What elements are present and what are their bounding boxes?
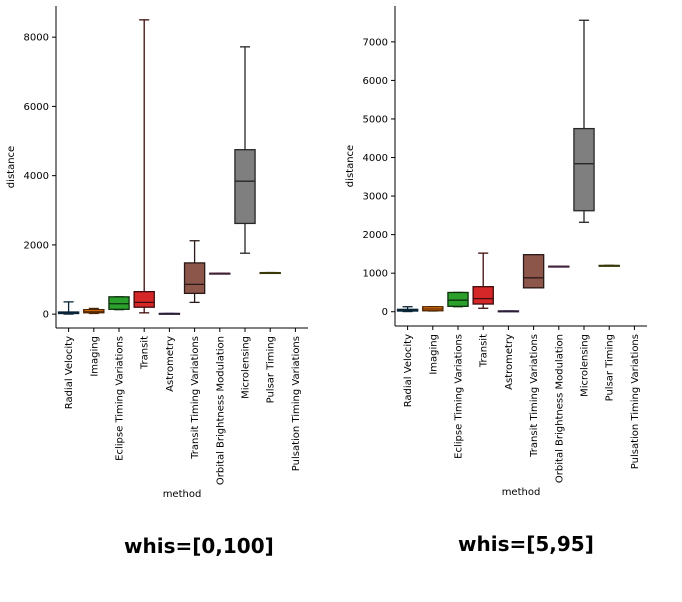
x-tick-label: Microlensing xyxy=(241,336,252,399)
box xyxy=(108,296,130,310)
x-tick-label: Astrometry xyxy=(504,334,515,390)
x-tick-label: Imaging xyxy=(89,336,100,377)
caption-left: whis=[0,100] xyxy=(124,534,274,558)
x-tick-label: Eclipse Timing Variations xyxy=(115,336,126,461)
y-tick-label: 6000 xyxy=(363,76,388,87)
box xyxy=(573,127,595,212)
y-axis-label: distance xyxy=(6,146,17,188)
box xyxy=(447,291,469,307)
y-tick-label: 1000 xyxy=(363,269,388,280)
y-tick-label: 4000 xyxy=(363,153,388,164)
x-tick-label: Eclipse Timing Variations xyxy=(454,334,465,459)
y-tick-label: 8000 xyxy=(24,33,49,44)
x-tick-label: Transit Timing Variations xyxy=(529,334,540,458)
box xyxy=(133,290,155,308)
y-tick-label: 2000 xyxy=(24,240,49,251)
chart-left: 0 2000 4000 6000 8000 distance Radial Velocity… xyxy=(6,6,308,500)
x-tick-label: Microlensing xyxy=(580,334,591,397)
x-tick-label: Pulsar Timing xyxy=(266,336,277,403)
x-tick-label: Astrometry xyxy=(165,336,176,392)
x-tick-label: Pulsation Timing Variations xyxy=(291,336,302,471)
x-tick-label: Pulsar Timing xyxy=(605,334,616,401)
y-tick-label: 2000 xyxy=(363,230,388,241)
y-tick-label: 0 xyxy=(43,310,49,321)
caption-right: whis=[5,95] xyxy=(458,532,594,556)
x-tick-label: Radial Velocity xyxy=(403,334,414,407)
box xyxy=(522,254,545,289)
x-tick-label: Transit xyxy=(140,336,151,370)
chart-right: 0 1000 2000 3000 4000 5000 6000 7000 distance Rad… xyxy=(345,6,647,498)
x-tick-label: Transit xyxy=(479,334,490,368)
y-tick-label: 6000 xyxy=(24,102,49,113)
box xyxy=(234,149,256,225)
y-axis-label: distance xyxy=(345,145,356,187)
y-tick-label: 5000 xyxy=(363,114,388,125)
x-tick-label: Pulsation Timing Variations xyxy=(630,334,641,469)
x-tick-label: Transit Timing Variations xyxy=(190,336,201,460)
x-axis-label: method xyxy=(502,487,541,498)
y-tick-label: 0 xyxy=(382,307,388,318)
y-tick-label: 3000 xyxy=(363,192,388,203)
y-tick-label: 4000 xyxy=(24,171,49,182)
box xyxy=(183,262,206,295)
box xyxy=(472,286,494,305)
x-tick-label: Orbital Brightness Modulation xyxy=(215,336,226,485)
x-tick-label: Radial Velocity xyxy=(64,336,75,409)
x-tick-label: Orbital Brightness Modulation xyxy=(554,334,565,483)
x-axis-label: method xyxy=(163,489,202,500)
x-tick-label: Imaging xyxy=(428,334,439,375)
y-tick-label: 7000 xyxy=(363,37,388,48)
